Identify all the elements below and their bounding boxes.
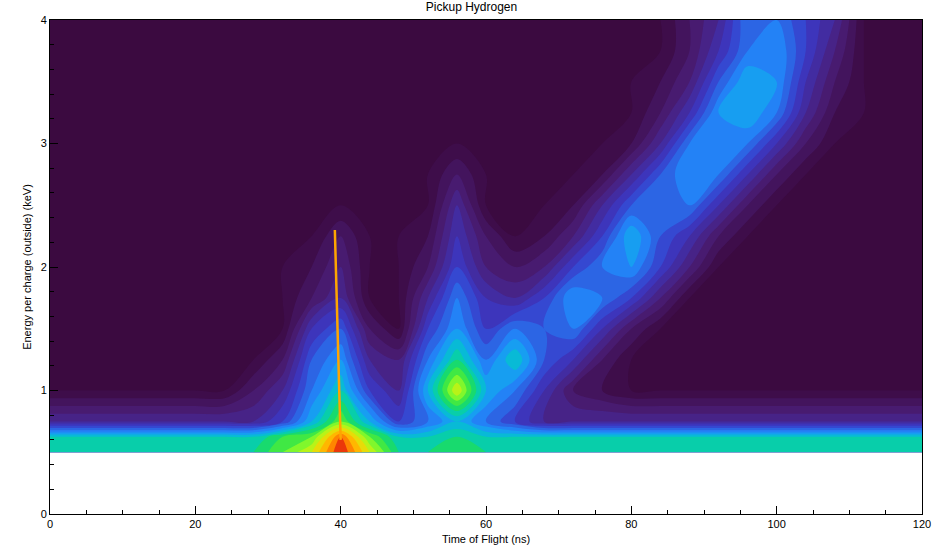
svg-text:Time of Flight (ns): Time of Flight (ns) [442, 533, 530, 545]
svg-text:0: 0 [41, 508, 47, 520]
svg-text:4: 4 [41, 14, 47, 26]
svg-text:40: 40 [335, 518, 347, 530]
svg-text:80: 80 [625, 518, 637, 530]
svg-text:Energy per charge (outside) (k: Energy per charge (outside) (keV) [21, 184, 33, 350]
svg-text:20: 20 [189, 518, 201, 530]
svg-text:120: 120 [913, 518, 931, 530]
svg-text:Pickup Hydrogen: Pickup Hydrogen [426, 0, 517, 14]
svg-text:2: 2 [41, 261, 47, 273]
svg-text:0: 0 [47, 518, 53, 530]
svg-text:1: 1 [41, 384, 47, 396]
svg-text:100: 100 [767, 518, 785, 530]
svg-text:3: 3 [41, 137, 47, 149]
svg-text:60: 60 [480, 518, 492, 530]
